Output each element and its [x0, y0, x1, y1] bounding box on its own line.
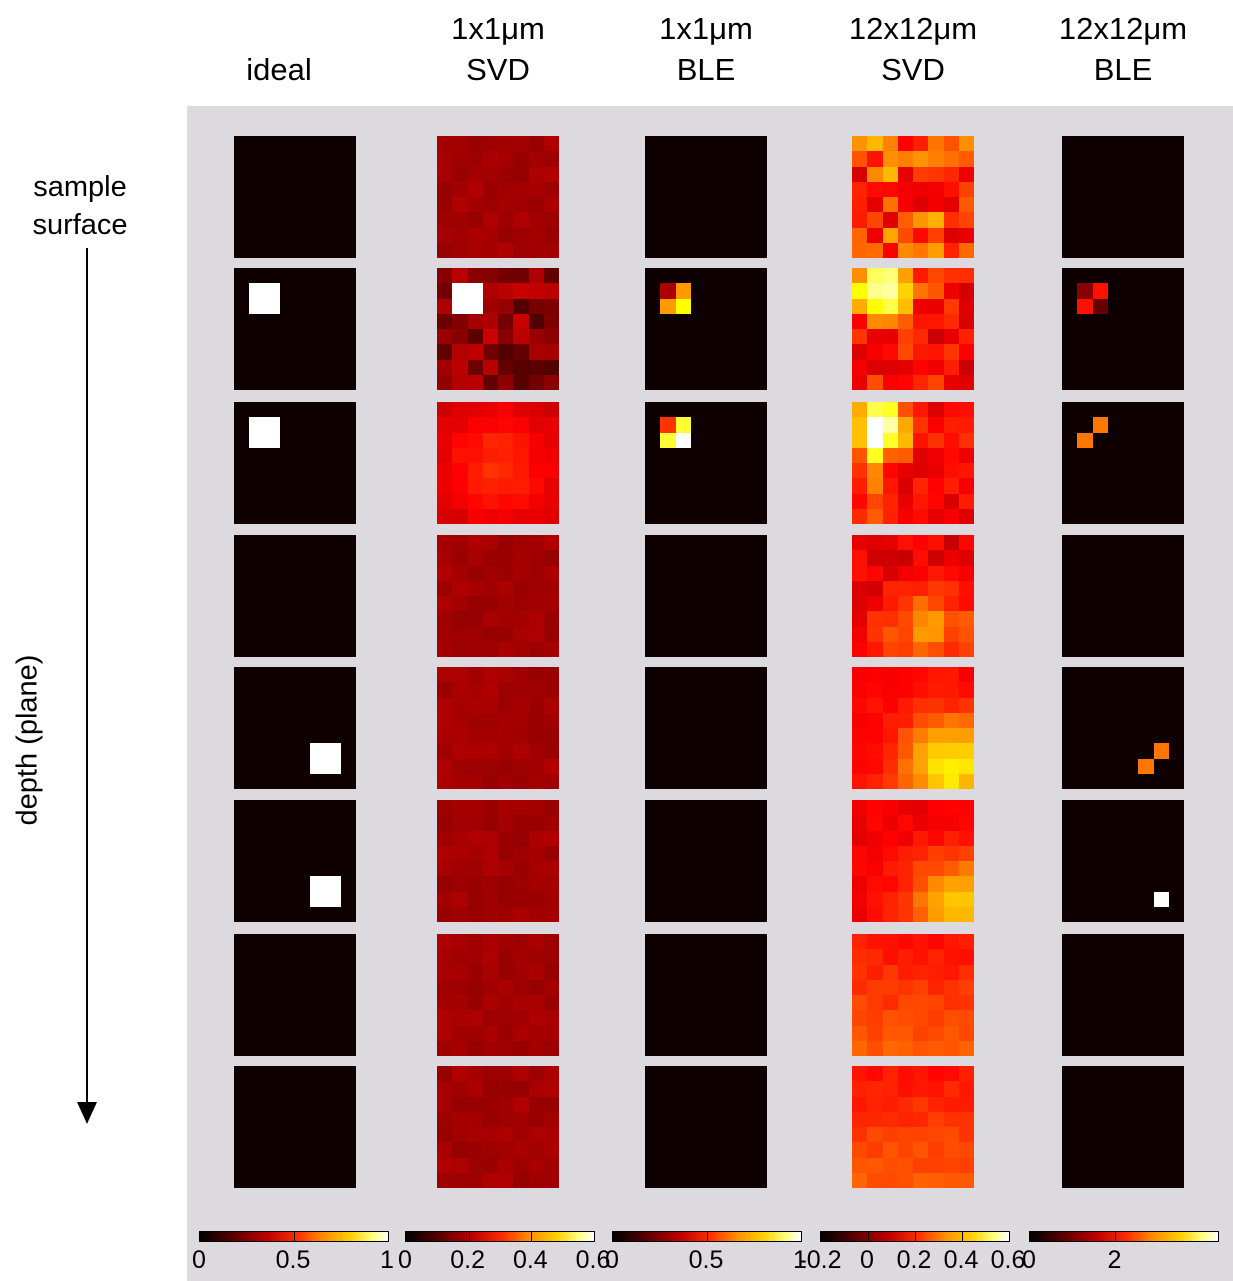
colorbar-tick: [294, 1232, 295, 1241]
tile-1x1-ble-plane-6: [645, 800, 767, 922]
colorbar-tick-label: 0.5: [275, 1246, 311, 1274]
colorbar-tick: [468, 1232, 470, 1241]
tile-12x12-ble-plane-6: [1062, 800, 1184, 922]
column-title-line: 12x12μm: [848, 11, 978, 46]
tile-12x12-ble-plane-4: [1062, 535, 1184, 657]
tile-1x1-ble-plane-5: [645, 667, 767, 789]
colorbar-tick-label: 1: [793, 1246, 807, 1274]
depth-arrow-line: [86, 248, 88, 1104]
colorbar-12x12-ble: [1029, 1231, 1219, 1242]
colorbar-tick: [388, 1232, 389, 1241]
colorbar-tick: [531, 1232, 533, 1241]
colorbar-tick-label: 0: [860, 1246, 874, 1274]
tile-1x1-ble-plane-3: [645, 402, 767, 524]
tile-1x1-svd-plane-5: [437, 667, 559, 789]
tile-ideal-plane-5: [234, 667, 356, 789]
tile-1x1-svd-plane-4: [437, 535, 559, 657]
tile-1x1-svd-plane-7: [437, 934, 559, 1056]
depth-arrow-head-icon: [77, 1102, 97, 1124]
column-title-line: 1x1μm: [659, 11, 753, 46]
colorbar-tick: [1115, 1232, 1117, 1241]
column-title-line: SVD: [881, 52, 945, 87]
colorbar-tick: [915, 1232, 916, 1241]
tile-1x1-ble-plane-2: [645, 268, 767, 390]
colorbar-tick: [707, 1232, 708, 1241]
colorbar-tick-label: 0: [1022, 1246, 1036, 1274]
colorbar-tick-label: 0.4: [512, 1246, 548, 1274]
tile-1x1-ble-plane-7: [645, 934, 767, 1056]
colorbar-tick-label: 0.6: [990, 1246, 1026, 1274]
colorbar-tick-label: 0.2: [896, 1246, 932, 1274]
colorbar-tick-label: 0: [192, 1246, 206, 1274]
tile-12x12-svd-plane-3: [852, 402, 974, 524]
colorbar-tick-label: 1: [380, 1246, 394, 1274]
colorbar-tick-label: 0: [398, 1246, 412, 1274]
column-title-line: SVD: [466, 52, 530, 87]
tile-ideal-plane-7: [234, 934, 356, 1056]
tile-12x12-ble-plane-7: [1062, 934, 1184, 1056]
tile-12x12-ble-plane-1: [1062, 136, 1184, 258]
tile-12x12-svd-plane-8: [852, 1066, 974, 1188]
column-title-1x1-svd: 1x1μm SVD: [403, 8, 593, 90]
colorbar-tick-label: 0.6: [575, 1246, 611, 1274]
colorbar-tick-label: -0.2: [798, 1246, 842, 1274]
tile-1x1-svd-plane-6: [437, 800, 559, 922]
colorbar-tick: [594, 1232, 595, 1241]
surface-label-line-2: surface: [32, 209, 128, 241]
column-title-line: ideal: [246, 52, 312, 87]
column-title-line: BLE: [1093, 52, 1153, 87]
column-title-12x12-ble: 12x12μm BLE: [1028, 8, 1218, 90]
colorbar-1x1-ble: [612, 1231, 802, 1242]
tile-ideal-plane-4: [234, 535, 356, 657]
surface-label-line-1: sample: [33, 171, 127, 203]
colorbar-tick-label: 0: [605, 1246, 619, 1274]
tile-12x12-svd-plane-5: [852, 667, 974, 789]
tile-ideal-plane-2: [234, 268, 356, 390]
column-title-line: BLE: [676, 52, 736, 87]
column-title-1x1-ble: 1x1μm BLE: [611, 8, 801, 90]
depth-axis-label: depth (plane): [11, 654, 44, 826]
tile-1x1-svd-plane-2: [437, 268, 559, 390]
tile-ideal-plane-6: [234, 800, 356, 922]
tile-1x1-ble-plane-1: [645, 136, 767, 258]
tile-1x1-svd-plane-3: [437, 402, 559, 524]
tile-ideal-plane-1: [234, 136, 356, 258]
colorbar-tick: [962, 1232, 963, 1241]
colorbar-tick-label: 0.4: [943, 1246, 979, 1274]
column-title-12x12-svd: 12x12μm SVD: [818, 8, 1008, 90]
colorbar-tick: [868, 1232, 869, 1241]
tile-12x12-svd-plane-1: [852, 136, 974, 258]
tile-12x12-ble-plane-3: [1062, 402, 1184, 524]
sample-surface-label: sample surface: [20, 168, 140, 244]
tile-1x1-svd-plane-1: [437, 136, 559, 258]
colorbar-tick-label: 0.2: [450, 1246, 486, 1274]
tile-12x12-svd-plane-2: [852, 268, 974, 390]
tile-1x1-svd-plane-8: [437, 1066, 559, 1188]
colorbar-1x1-svd: [405, 1231, 595, 1242]
tile-1x1-ble-plane-8: [645, 1066, 767, 1188]
colorbar-tick: [801, 1232, 802, 1241]
tile-ideal-plane-8: [234, 1066, 356, 1188]
tile-ideal-plane-3: [234, 402, 356, 524]
colorbar-tick: [1009, 1232, 1010, 1241]
tile-12x12-svd-plane-7: [852, 934, 974, 1056]
tile-12x12-svd-plane-4: [852, 535, 974, 657]
column-title-line: 12x12μm: [1058, 11, 1188, 46]
column-title-line: 1x1μm: [451, 11, 545, 46]
colorbar-12x12-svd: [820, 1231, 1010, 1242]
colorbar-ideal: [199, 1231, 389, 1242]
tile-12x12-ble-plane-8: [1062, 1066, 1184, 1188]
tile-12x12-ble-plane-5: [1062, 667, 1184, 789]
tile-1x1-ble-plane-4: [645, 535, 767, 657]
colorbar-tick-label: 2: [1107, 1246, 1122, 1274]
column-title-ideal: ideal: [184, 49, 374, 90]
colorbar-tick-label: 0.5: [688, 1246, 724, 1274]
tile-12x12-svd-plane-6: [852, 800, 974, 922]
tile-12x12-ble-plane-2: [1062, 268, 1184, 390]
